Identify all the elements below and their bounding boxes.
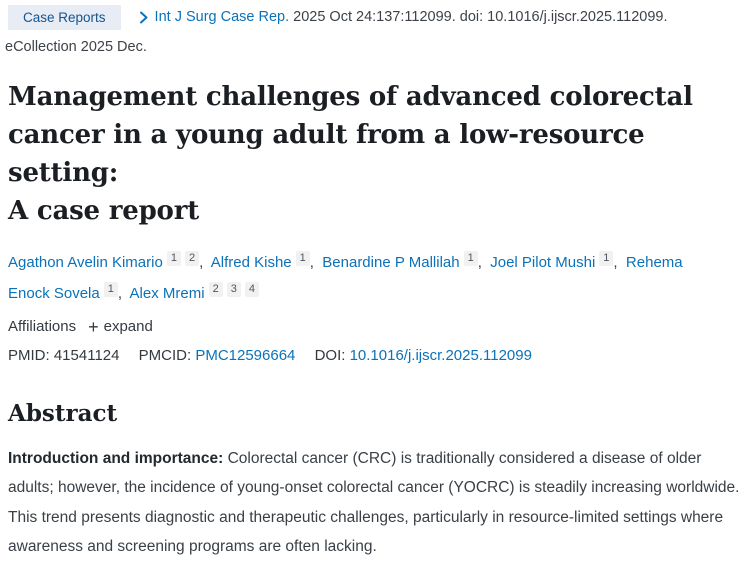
article-title-line: Management challenges of advanced colore… (8, 81, 693, 112)
doi-link[interactable]: 10.1016/j.ijscr.2025.112099 (349, 346, 532, 364)
doi-group: DOI: 10.1016/j.ijscr.2025.112099 (315, 347, 532, 364)
journal-toggle-button[interactable]: Int J Surg Case Rep. (138, 9, 290, 26)
journal-link[interactable]: Int J Surg Case Rep. (154, 9, 290, 26)
author-link[interactable]: Alfred Kishe (210, 253, 292, 271)
pmid-value: 41541124 (53, 346, 120, 364)
doi-label: DOI: (314, 346, 346, 364)
author-separator: , (477, 253, 491, 271)
affiliation-number-chip[interactable]: 2 (184, 250, 200, 266)
article-title: Management challenges of advanced colore… (8, 78, 744, 230)
abstract-paragraph: Introduction and importance: Colorectal … (8, 444, 748, 562)
affiliation-number-chip[interactable]: 1 (599, 250, 614, 266)
author-separator: , (613, 253, 626, 271)
author-separator: , (199, 253, 211, 271)
author-link[interactable]: Benardine P Mallilah (322, 253, 460, 271)
affiliation-number-chip[interactable]: 1 (295, 250, 310, 266)
affiliations-row: Affiliations + expand (8, 318, 744, 336)
authors-list: Agathon Avelin Kimario 1 2, Alfred Kishe 1,… (8, 247, 708, 309)
plus-icon: + (88, 316, 99, 337)
expand-label: expand (103, 318, 153, 335)
identifiers-row: PMID: 41541124 PMCID: PMC12596664 DOI: 1… (8, 347, 744, 364)
author-link[interactable]: Joel Pilot Mushi (490, 253, 596, 271)
author-link[interactable]: Agathon Avelin Kimario (8, 253, 163, 271)
pmcid-link[interactable]: PMC12596664 (195, 346, 296, 364)
abstract-heading: Abstract (8, 399, 118, 427)
publication-type-badge: Case Reports (8, 5, 121, 30)
expand-affiliations-button[interactable]: + expand (88, 318, 153, 336)
chevron-right-icon (138, 11, 149, 24)
author-link[interactable]: Rehema Enock Sovela (8, 253, 683, 302)
pmcid-label: PMCID: (138, 346, 192, 364)
abstract-section-label: Introduction and importance: (8, 449, 224, 467)
affiliation-number-chip[interactable]: 1 (166, 250, 181, 266)
affiliation-number-chip[interactable]: 1 (463, 250, 478, 266)
affiliation-number-chip[interactable]: 2 (208, 281, 223, 297)
affiliation-number-chip[interactable]: 3 (226, 281, 241, 297)
citation-line2: eCollection 2025 Dec. (5, 38, 147, 55)
pmcid-group: PMCID: PMC12596664 (139, 347, 296, 364)
article-title-line: cancer in a young adult from a low-resou… (8, 119, 645, 188)
citation-text: 2025 Oct 24:137:112099. doi: 10.1016/j.i… (293, 9, 668, 26)
affiliation-number-chip[interactable]: 1 (103, 281, 118, 297)
author-link[interactable]: Alex Mremi (129, 284, 205, 302)
pmid-label: PMID: (8, 346, 50, 364)
article-title-line: A case report (8, 195, 200, 226)
citation-row: Case Reports Int J Surg Case Rep. 2025 O… (5, 5, 744, 30)
author-separator: , (309, 253, 323, 271)
author-separator: , (117, 284, 130, 302)
pmid-group: PMID: 41541124 (8, 347, 119, 364)
affiliations-label: Affiliations (8, 318, 77, 335)
affiliation-number-chip[interactable]: 4 (244, 281, 259, 297)
